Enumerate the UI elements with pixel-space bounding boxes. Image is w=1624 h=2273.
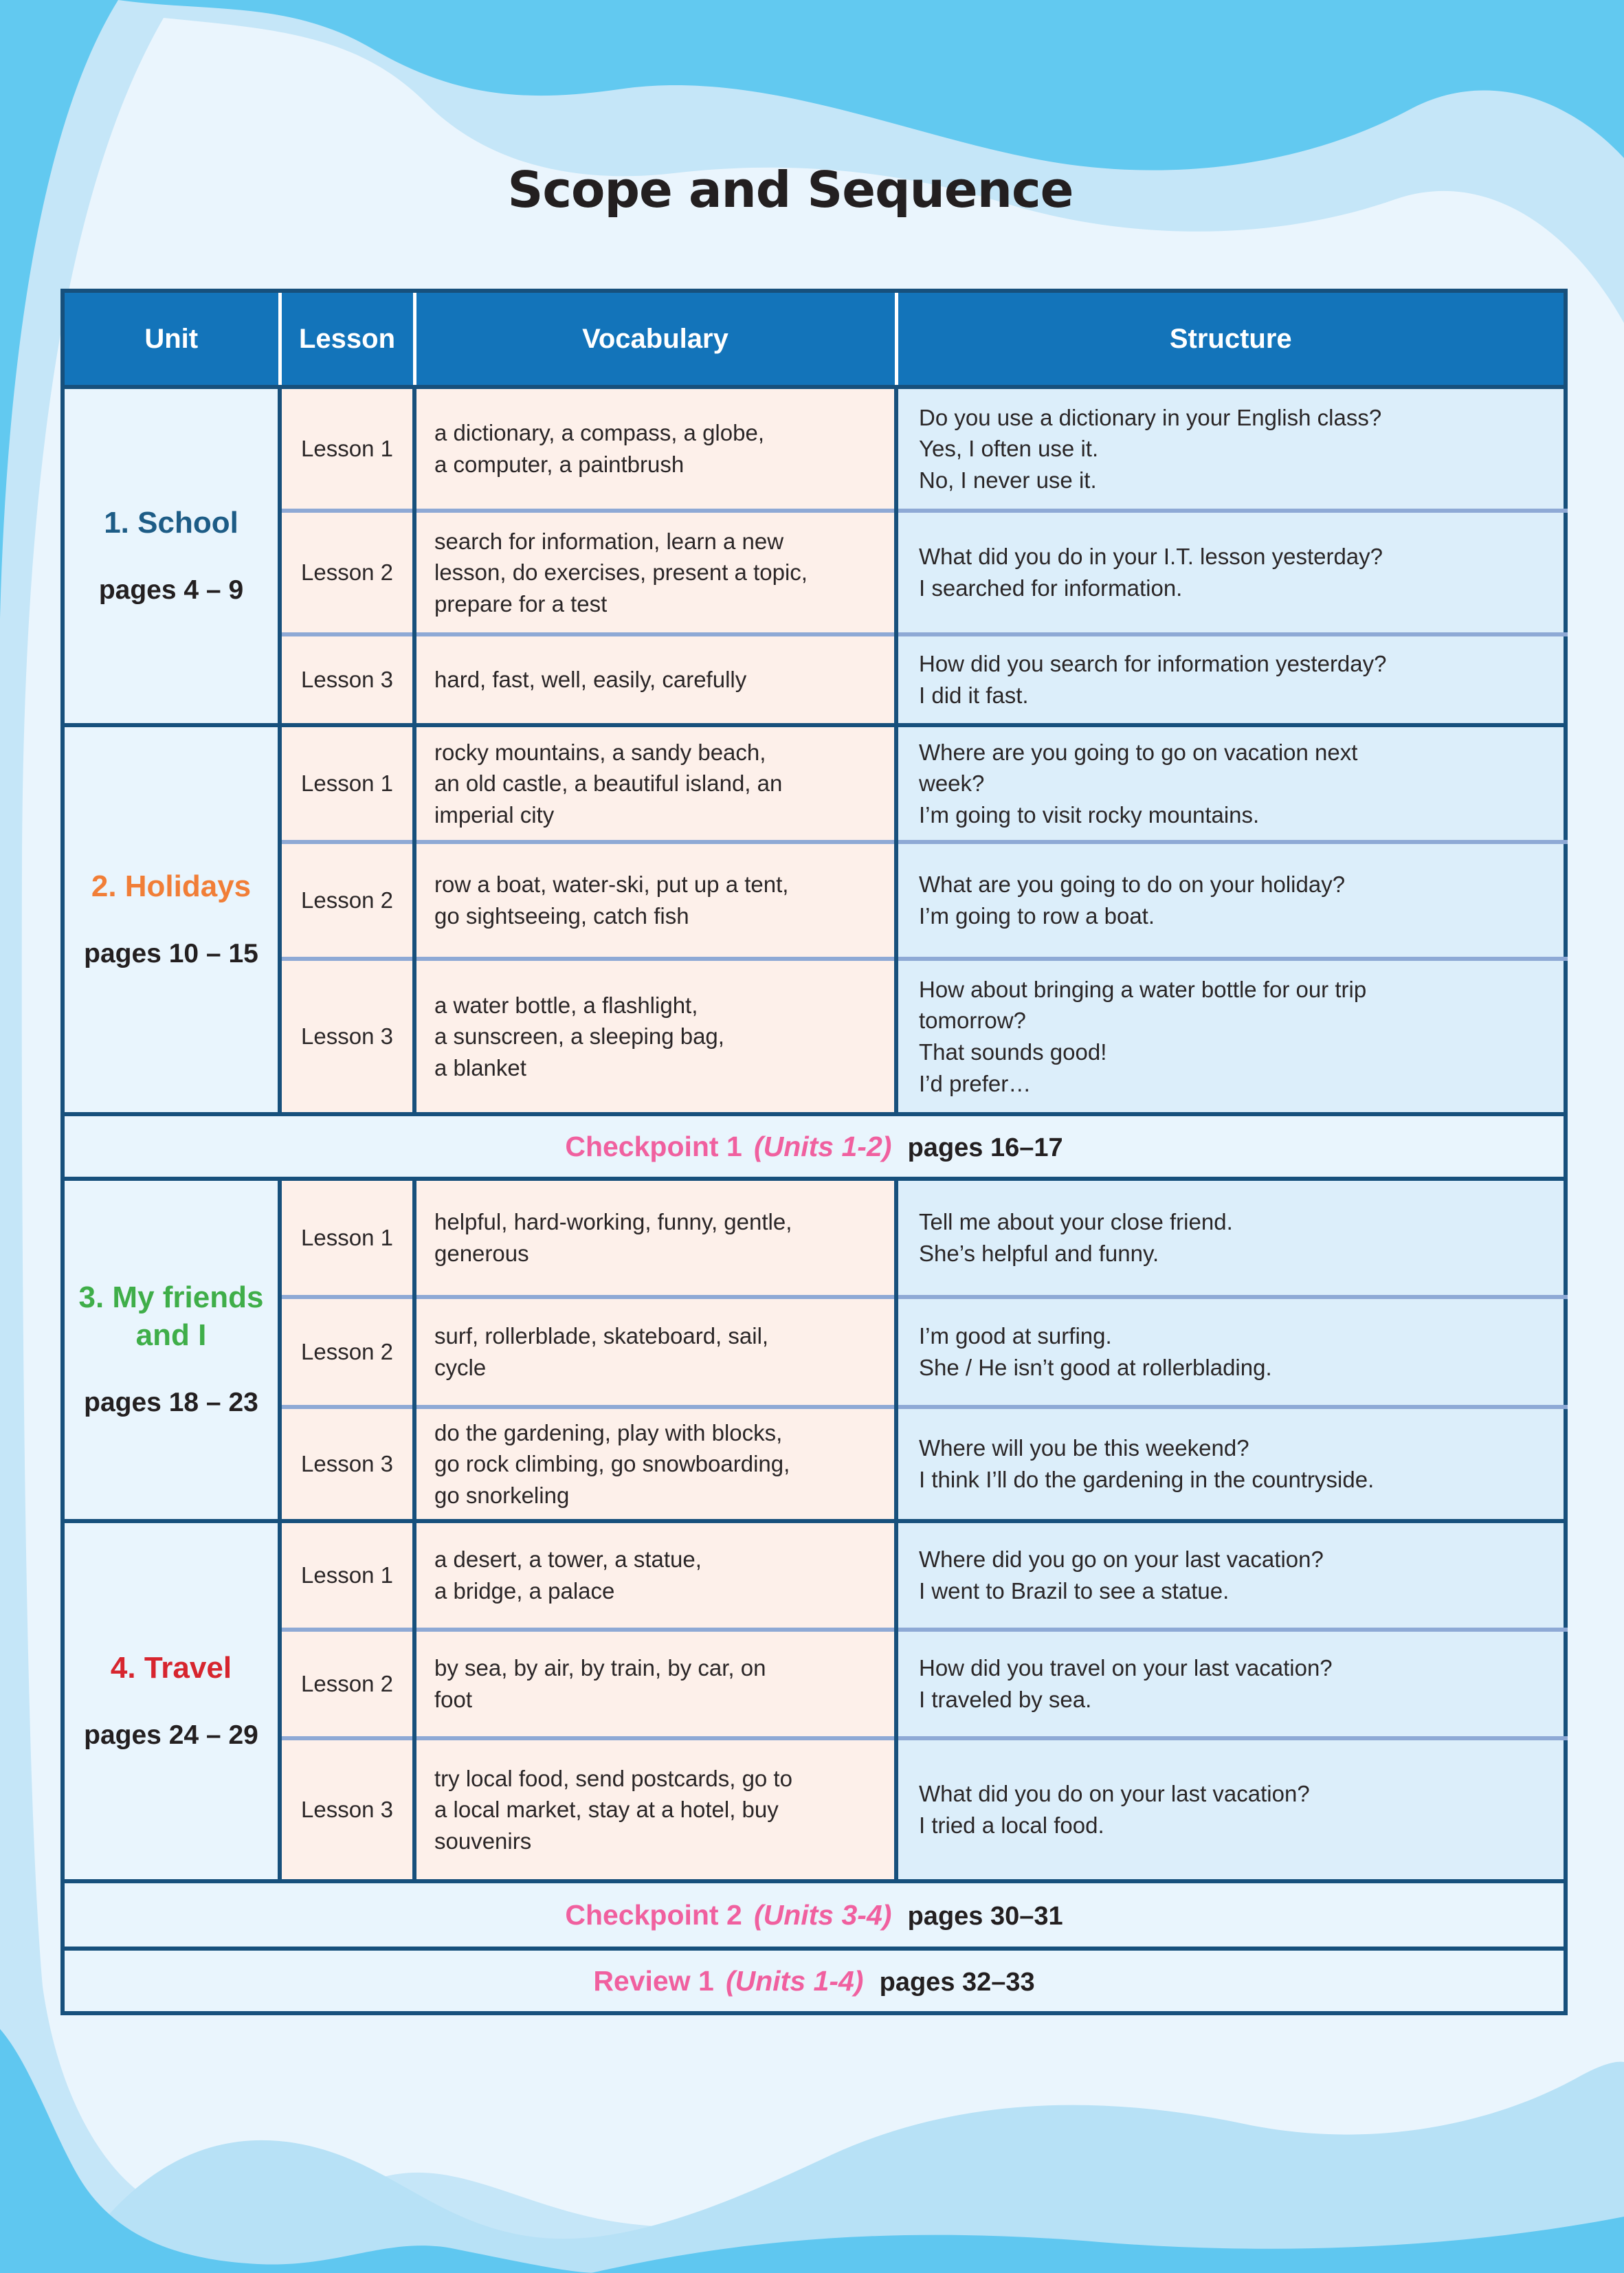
vocabulary-cell: search for information, learn a new less…	[412, 509, 896, 634]
unit-pages: pages 4 – 9	[98, 575, 244, 605]
checkpoint-2-row: Checkpoint 2 (Units 3-4) pages 30–31	[63, 1879, 1566, 1949]
checkpoint-pages: pages 30–31	[907, 1901, 1063, 1931]
checkpoint-pages: pages 16–17	[907, 1133, 1063, 1162]
table-row: Lesson 3 hard, fast, well, easily, caref…	[63, 632, 1566, 725]
review-title: Review 1	[593, 1964, 714, 1997]
review-row: Review 1 (Units 1-4) pages 32–33	[63, 1947, 1566, 2013]
table-row: 1. School pages 4 – 9 Lesson 1 a diction…	[63, 385, 1566, 725]
vocabulary-cell: hard, fast, well, easily, carefully	[412, 632, 896, 725]
vocabulary-cell: rocky mountains, a sandy beach, an old c…	[412, 723, 896, 842]
lesson-label: Lesson 1	[278, 1177, 414, 1297]
table-row: Lesson 3 try local food, send postcards,…	[63, 1736, 1566, 1881]
page-title: Scope and Sequence	[507, 161, 1074, 219]
vocabulary-cell: surf, rollerblade, skateboard, sail, cyc…	[412, 1295, 896, 1407]
unit-pages: pages 18 – 23	[84, 1388, 258, 1418]
review-pages: pages 32–33	[879, 1967, 1035, 1997]
checkpoint-units-label: (Units 1-2)	[753, 1130, 892, 1162]
lesson-label: Lesson 2	[278, 840, 414, 959]
lesson-label: Lesson 1	[278, 723, 414, 842]
checkpoint-1-row: Checkpoint 1 (Units 1-2) pages 16–17	[63, 1112, 1566, 1179]
table-row: Lesson 2 row a boat, water-ski, put up a…	[63, 840, 1566, 959]
unit-name: 4. Travel	[110, 1650, 232, 1685]
structure-cell: How did you search for information yeste…	[894, 632, 1566, 725]
vocabulary-cell: by sea, by air, by train, by car, on foo…	[412, 1628, 896, 1738]
structure-cell: Where are you going to go on vacation ne…	[894, 723, 1566, 842]
scope-and-sequence-table: Unit Lesson Vocabulary Structure 1. Scho…	[60, 289, 1568, 2015]
header-vocabulary: Vocabulary	[412, 291, 896, 389]
unit-3-cell: 3. My friends and I pages 18 – 23	[63, 1177, 280, 1521]
lesson-label: Lesson 3	[278, 1405, 414, 1521]
structure-cell: Where did you go on your last vacation? …	[894, 1519, 1566, 1630]
table-row: 4. Travel pages 24 – 29 Lesson 1 a deser…	[63, 1519, 1566, 1881]
vocabulary-cell: helpful, hard-working, funny, gentle, ge…	[412, 1177, 896, 1297]
structure-cell: How about bringing a water bottle for ou…	[894, 957, 1566, 1114]
structure-cell: Where will you be this weekend? I think …	[894, 1405, 1566, 1521]
lesson-label: Lesson 3	[278, 957, 414, 1114]
checkpoint-cell: Checkpoint 2 (Units 3-4) pages 30–31	[63, 1879, 1566, 1949]
vocabulary-cell: a water bottle, a flashlight, a sunscree…	[412, 957, 896, 1114]
structure-cell: I’m good at surfing. She / He isn’t good…	[894, 1295, 1566, 1407]
checkpoint-cell: Checkpoint 1 (Units 1-2) pages 16–17	[63, 1112, 1566, 1179]
table-row: Lesson 2 search for information, learn a…	[63, 509, 1566, 634]
structure-cell: What did you do on your last vacation? I…	[894, 1736, 1566, 1881]
vocabulary-cell: a desert, a tower, a statue, a bridge, a…	[412, 1519, 896, 1630]
vocabulary-cell: do the gardening, play with blocks, go r…	[412, 1405, 896, 1521]
structure-cell: What are you going to do on your holiday…	[894, 840, 1566, 959]
lesson-label: Lesson 2	[278, 1295, 414, 1407]
unit-1-cell: 1. School pages 4 – 9	[63, 385, 280, 725]
header-structure: Structure	[894, 291, 1566, 389]
checkpoint-units-label: (Units 3-4)	[753, 1898, 892, 1931]
vocabulary-cell: a dictionary, a compass, a globe, a comp…	[412, 385, 896, 511]
structure-cell: How did you travel on your last vacation…	[894, 1628, 1566, 1738]
unit-name: 3. My friends and I	[78, 1280, 264, 1353]
vocabulary-cell: try local food, send postcards, go to a …	[412, 1736, 896, 1881]
header-unit: Unit	[63, 291, 280, 389]
lesson-label: Lesson 2	[278, 509, 414, 634]
unit-name: 2. Holidays	[91, 869, 252, 903]
review-units-label: (Units 1-4)	[725, 1964, 864, 1997]
lesson-label: Lesson 1	[278, 1519, 414, 1630]
review-cell: Review 1 (Units 1-4) pages 32–33	[63, 1947, 1566, 2013]
table-row: Lesson 3 do the gardening, play with blo…	[63, 1405, 1566, 1521]
structure-cell: Tell me about your close friend. She’s h…	[894, 1177, 1566, 1297]
structure-cell: Do you use a dictionary in your English …	[894, 385, 1566, 511]
unit-pages: pages 10 – 15	[84, 938, 258, 968]
table-row: 2. Holidays pages 10 – 15 Lesson 1 rocky…	[63, 723, 1566, 1114]
table-row: Lesson 3 a water bottle, a flashlight, a…	[63, 957, 1566, 1114]
checkpoint-title: Checkpoint 2	[565, 1898, 742, 1931]
checkpoint-title: Checkpoint 1	[565, 1130, 742, 1162]
table-row: 3. My friends and I pages 18 – 23 Lesson…	[63, 1177, 1566, 1521]
vocabulary-cell: row a boat, water-ski, put up a tent, go…	[412, 840, 896, 959]
unit-4-cell: 4. Travel pages 24 – 29	[63, 1519, 280, 1881]
table-header-row: Unit Lesson Vocabulary Structure	[63, 291, 1566, 389]
lesson-label: Lesson 3	[278, 632, 414, 725]
table-row: Lesson 2 by sea, by air, by train, by ca…	[63, 1628, 1566, 1738]
lesson-label: Lesson 3	[278, 1736, 414, 1881]
lesson-label: Lesson 2	[278, 1628, 414, 1738]
lesson-label: Lesson 1	[278, 385, 414, 511]
unit-pages: pages 24 – 29	[84, 1720, 258, 1750]
header-lesson: Lesson	[278, 291, 414, 389]
unit-2-cell: 2. Holidays pages 10 – 15	[63, 723, 280, 1114]
structure-cell: What did you do in your I.T. lesson yest…	[894, 509, 1566, 634]
table-row: Lesson 2 surf, rollerblade, skateboard, …	[63, 1295, 1566, 1407]
unit-name: 1. School	[104, 505, 238, 540]
